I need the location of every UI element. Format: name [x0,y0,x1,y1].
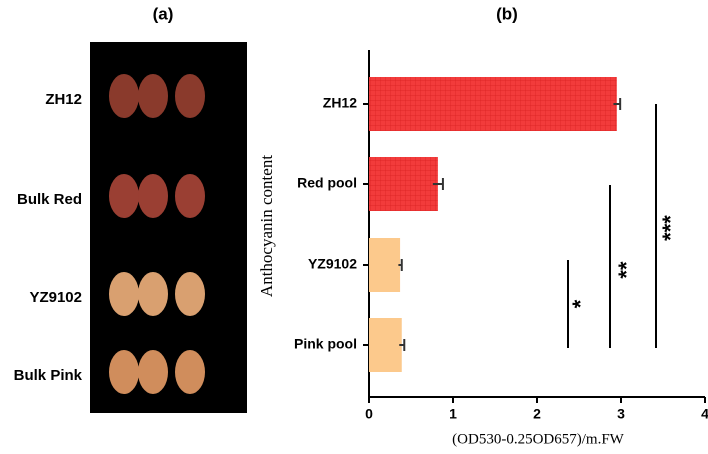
seed [109,272,139,316]
x-tick-label: 0 [365,406,373,422]
panel-label: (b) [496,4,518,23]
seed [138,74,168,118]
bar [369,238,401,292]
bar [369,77,617,131]
seed [175,350,205,394]
y-tick-label: Red pool [297,175,357,191]
y-tick-label: ZH12 [323,95,357,111]
row-label: Bulk Red [17,191,82,208]
y-axis-label: Anthocyanin content [257,155,276,297]
x-tick-label: 3 [617,406,625,422]
seed [138,350,168,394]
y-tick-label: YZ9102 [308,256,357,272]
seed [175,174,205,218]
seed [175,74,205,118]
bar [369,318,402,372]
significance-label: * [568,299,593,308]
significance-label: *** [658,215,683,241]
significance-label: ** [614,261,639,279]
panel-label: (a) [153,4,174,23]
seed [109,174,139,218]
seed [109,350,139,394]
row-label: Bulk Pink [14,367,83,384]
row-label: ZH12 [45,91,82,108]
y-tick-label: Pink pool [294,336,357,352]
seed [138,174,168,218]
seeds [109,74,205,394]
bar [369,157,438,211]
seed [175,272,205,316]
x-tick-label: 1 [449,406,457,422]
x-axis-label: (OD530-0.25OD657)/m.FW [452,431,624,447]
x-tick-label: 2 [533,406,541,422]
seed [138,272,168,316]
x-tick-label: 4 [701,406,708,422]
row-label: YZ9102 [29,289,82,306]
seed [109,74,139,118]
